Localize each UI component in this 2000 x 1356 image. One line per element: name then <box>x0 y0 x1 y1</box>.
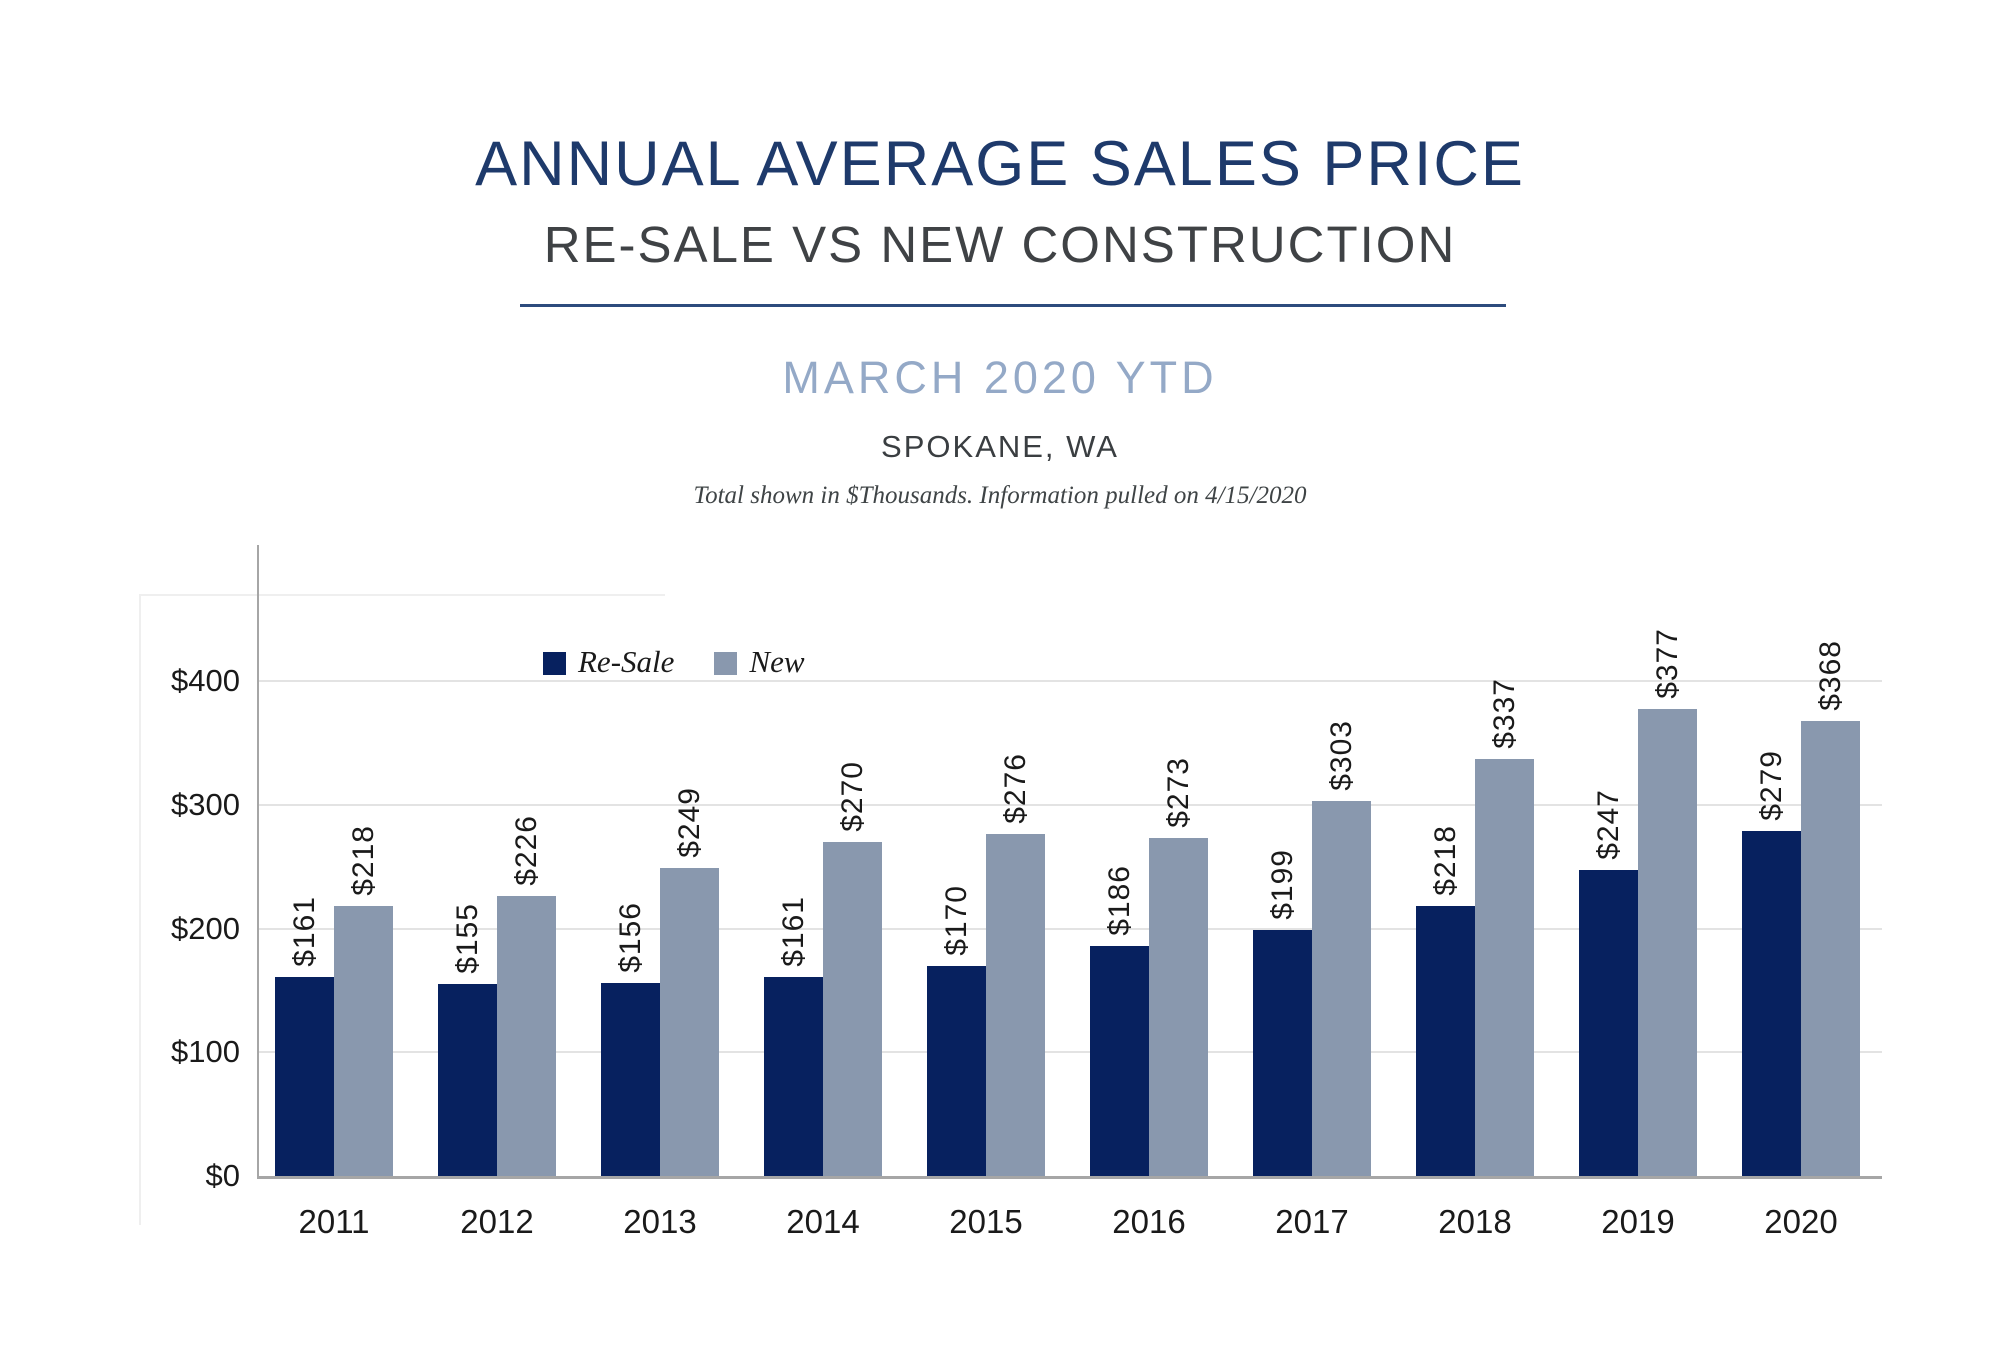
bar-new-2014 <box>823 842 882 1176</box>
bar-re-sale-2020 <box>1742 831 1801 1176</box>
bar-new-2012 <box>497 896 556 1176</box>
gridline-$300 <box>257 803 1882 806</box>
gridline-$100 <box>257 1051 1882 1054</box>
legend-label-new: New <box>749 644 805 679</box>
bar-re-sale-2018 <box>1416 906 1475 1176</box>
bar-new-2019 <box>1638 709 1697 1176</box>
x-axis-label-2013: 2013 <box>623 1203 697 1240</box>
y-axis-tick-label: $100 <box>171 1034 240 1070</box>
bar-value-label-re-sale-2014: $161 <box>776 896 810 967</box>
chart-legend: Re-Sale New <box>543 644 805 680</box>
bar-re-sale-2015 <box>927 966 986 1176</box>
page-subtitle: RE-SALE VS NEW CONSTRUCTION <box>543 216 1457 273</box>
bar-new-2011 <box>334 906 393 1176</box>
bar-re-sale-2016 <box>1090 946 1149 1176</box>
bar-value-label-re-sale-2020: $279 <box>1754 750 1788 821</box>
bar-re-sale-2012 <box>438 984 497 1176</box>
bar-value-label-new-2011: $218 <box>346 825 380 896</box>
bar-new-2016 <box>1149 838 1208 1176</box>
bar-new-2015 <box>986 834 1045 1176</box>
y-axis-tick-label: $300 <box>171 786 240 822</box>
bar-re-sale-2013 <box>601 983 660 1176</box>
chart-region-border-top <box>139 594 665 596</box>
y-axis-tick-label: $0 <box>205 1158 240 1193</box>
bar-value-label-re-sale-2012: $155 <box>450 903 484 974</box>
bar-value-label-re-sale-2019: $247 <box>1591 789 1625 860</box>
bar-value-label-new-2017: $303 <box>1324 720 1358 791</box>
x-axis-line <box>257 1176 1882 1179</box>
location-label: SPOKANE, WA <box>881 429 1119 464</box>
bar-value-label-new-2018: $337 <box>1487 678 1521 749</box>
x-axis-label-2020: 2020 <box>1764 1203 1838 1240</box>
y-axis-tick-label: $400 <box>171 663 240 698</box>
gridline-$200 <box>257 927 1882 930</box>
bar-value-label-re-sale-2018: $218 <box>1428 825 1462 896</box>
page-title: ANNUAL AVERAGE SALES PRICE <box>475 129 1525 199</box>
y-axis-tick-label: $200 <box>171 910 240 946</box>
x-axis-label-2014: 2014 <box>786 1203 860 1240</box>
bar-re-sale-2019 <box>1579 870 1638 1176</box>
divider-line <box>520 304 1506 307</box>
bar-new-2017 <box>1312 801 1371 1176</box>
x-axis-label-2018: 2018 <box>1438 1203 1512 1240</box>
chart-region-border-left <box>139 594 141 1225</box>
bar-value-label-new-2015: $276 <box>998 753 1032 824</box>
x-axis-label-2017: 2017 <box>1275 1203 1349 1240</box>
bar-value-label-new-2020: $368 <box>1813 640 1847 711</box>
legend-swatch-new <box>714 651 738 675</box>
bar-new-2020 <box>1801 721 1860 1176</box>
legend-item-new: New <box>714 644 805 680</box>
x-axis-label-2019: 2019 <box>1601 1203 1675 1240</box>
bar-value-label-re-sale-2013: $156 <box>613 902 647 973</box>
bar-value-label-re-sale-2015: $170 <box>939 885 973 956</box>
legend-label-resale: Re-Sale <box>578 644 675 679</box>
bar-re-sale-2011 <box>275 977 334 1176</box>
bar-re-sale-2017 <box>1253 930 1312 1176</box>
y-axis-line <box>257 545 259 1179</box>
x-axis-label-2016: 2016 <box>1112 1203 1186 1240</box>
bar-value-label-new-2019: $377 <box>1650 628 1684 699</box>
x-axis-label-2011: 2011 <box>298 1203 370 1240</box>
bar-value-label-new-2012: $226 <box>509 815 543 886</box>
bar-value-label-new-2016: $273 <box>1161 757 1195 828</box>
bar-value-label-re-sale-2016: $186 <box>1102 865 1136 936</box>
gridline-$400 <box>257 680 1882 682</box>
bar-value-label-re-sale-2017: $199 <box>1265 849 1299 920</box>
legend-item-resale: Re-Sale <box>543 644 674 680</box>
bar-re-sale-2014 <box>764 977 823 1176</box>
bar-value-label-new-2013: $249 <box>672 787 706 858</box>
period-label: MARCH 2020 YTD <box>782 352 1218 403</box>
bar-new-2018 <box>1475 759 1534 1176</box>
x-axis-label-2015: 2015 <box>949 1203 1023 1240</box>
bar-value-label-re-sale-2011: $161 <box>287 896 321 967</box>
legend-swatch-resale <box>543 651 566 675</box>
x-axis-label-2012: 2012 <box>460 1203 534 1240</box>
bar-value-label-new-2014: $270 <box>835 761 869 832</box>
bar-new-2013 <box>660 868 719 1176</box>
footnote: Total shown in $Thousands. Information p… <box>693 482 1307 509</box>
